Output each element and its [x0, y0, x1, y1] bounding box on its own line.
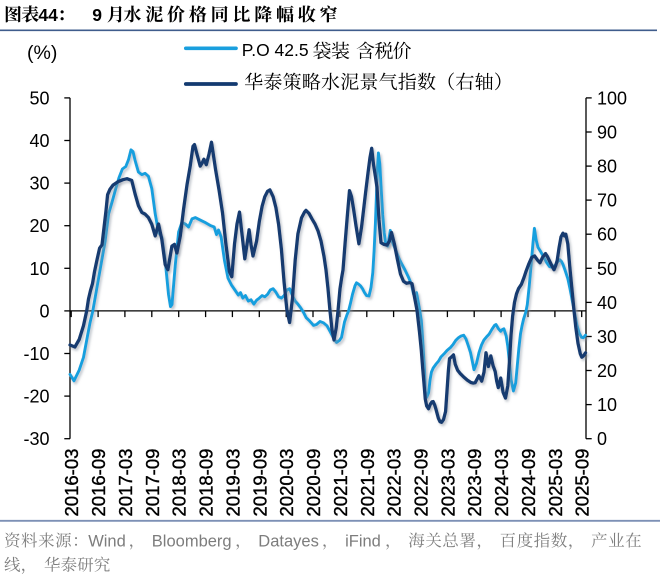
svg-text:2020-09: 2020-09: [303, 449, 324, 517]
svg-text:(%): (%): [27, 42, 57, 64]
svg-text:2019-09: 2019-09: [249, 449, 270, 517]
svg-text:20: 20: [597, 361, 617, 381]
svg-text:2024-09: 2024-09: [518, 449, 539, 517]
svg-text:2021-09: 2021-09: [357, 449, 378, 517]
svg-text:40: 40: [29, 131, 49, 151]
svg-text:30: 30: [29, 174, 49, 194]
svg-text:P.O 42.5: P.O 42.5: [242, 40, 309, 60]
svg-text:90: 90: [597, 123, 617, 143]
svg-text:2023-03: 2023-03: [437, 449, 458, 517]
svg-text:50: 50: [29, 88, 49, 108]
svg-text:Bloomberg: Bloomberg: [152, 532, 232, 550]
svg-text:9: 9: [92, 5, 102, 25]
svg-text:2018-03: 2018-03: [169, 449, 190, 517]
svg-text:60: 60: [597, 225, 617, 245]
svg-text:70: 70: [597, 191, 617, 211]
svg-text:40: 40: [597, 293, 617, 313]
svg-text:2017-09: 2017-09: [142, 449, 163, 517]
svg-text:20: 20: [29, 216, 49, 236]
svg-text:-20: -20: [23, 387, 49, 407]
svg-text:Wind: Wind: [88, 532, 126, 550]
svg-text:2022-09: 2022-09: [411, 449, 432, 517]
svg-text:2016-03: 2016-03: [61, 449, 82, 517]
svg-text:2017-03: 2017-03: [115, 449, 136, 517]
svg-text:2019-03: 2019-03: [222, 449, 243, 517]
svg-text:100: 100: [597, 88, 627, 108]
svg-text:2018-09: 2018-09: [196, 449, 217, 517]
svg-text:-10: -10: [23, 344, 49, 364]
svg-text:44: 44: [38, 5, 58, 25]
svg-text:0: 0: [597, 429, 607, 449]
svg-text:50: 50: [597, 259, 617, 279]
svg-text:0: 0: [39, 301, 49, 321]
svg-text:2020-03: 2020-03: [276, 449, 297, 517]
svg-text:80: 80: [597, 157, 617, 177]
svg-text:2021-03: 2021-03: [330, 449, 351, 517]
svg-text:10: 10: [597, 395, 617, 415]
svg-text:-30: -30: [23, 429, 49, 449]
svg-text:10: 10: [29, 259, 49, 279]
svg-text:2024-03: 2024-03: [491, 449, 512, 517]
svg-text:iFind: iFind: [345, 532, 381, 550]
svg-text:2016-09: 2016-09: [88, 449, 109, 517]
svg-text:30: 30: [597, 327, 617, 347]
svg-text:2023-09: 2023-09: [464, 449, 485, 517]
svg-text:2025-09: 2025-09: [572, 449, 593, 517]
svg-text:Datayes: Datayes: [258, 532, 319, 550]
svg-text:2022-03: 2022-03: [384, 449, 405, 517]
svg-text:2025-03: 2025-03: [545, 449, 566, 517]
